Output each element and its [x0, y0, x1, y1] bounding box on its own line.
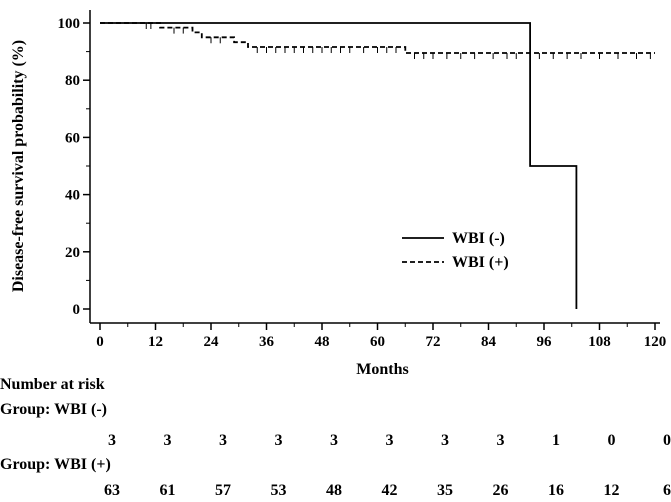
- risk-count: 0: [607, 432, 616, 449]
- x-tick-label: 108: [588, 334, 611, 350]
- y-tick-label: 100: [58, 16, 81, 32]
- risk-group-label-wbi-plus: Group: WBI (+): [0, 456, 111, 473]
- risk-count: 48: [326, 482, 342, 499]
- risk-count: 3: [163, 432, 172, 449]
- survival-chart: 0 20 40 60 80 100 0 12 24 36 48 60 72 84 96 108 120 Month…: [10, 10, 667, 378]
- risk-count: 57: [215, 482, 231, 499]
- x-tick-label: 48: [315, 334, 330, 350]
- risk-count: 35: [437, 482, 453, 499]
- risk-count: 63: [104, 482, 120, 499]
- risk-count: 53: [270, 482, 287, 499]
- risk-count: 6: [663, 482, 671, 499]
- x-tick-label: 36: [259, 334, 275, 350]
- risk-count: 0: [663, 432, 671, 449]
- risk-count: 1: [552, 432, 560, 449]
- y-tick-label: 20: [65, 245, 80, 261]
- risk-group-label-wbi-minus: Group: WBI (-): [0, 401, 107, 418]
- x-tick-label: 12: [148, 334, 163, 350]
- series-line-0: [100, 22, 578, 309]
- y-tick-label: 40: [65, 188, 80, 204]
- y-tick-label: 80: [65, 73, 80, 89]
- risk-count: 3: [385, 432, 394, 449]
- legend-label-1: WBI (+): [452, 254, 509, 271]
- x-tick-label: 0: [96, 334, 104, 350]
- x-tick-label: 60: [370, 334, 385, 350]
- risk-count: 3: [108, 432, 116, 449]
- x-tick-label: 24: [204, 334, 220, 350]
- risk-count: 3: [441, 432, 449, 449]
- x-tick-label: 96: [537, 334, 553, 350]
- risk-count: 3: [496, 432, 505, 449]
- risk-row-wbi-plus: 63 61 57 53 48 42 35 26 16 12 6: [0, 482, 671, 502]
- risk-count: 61: [159, 482, 176, 499]
- y-tick-label: 60: [65, 130, 80, 146]
- x-axis-label: Months: [356, 361, 408, 378]
- x-tick-label: 72: [426, 334, 441, 350]
- risk-count: 16: [548, 482, 564, 499]
- legend-label-0: WBI (-): [452, 230, 505, 247]
- risk-count: 12: [603, 482, 620, 499]
- x-tick-label: 120: [644, 334, 667, 350]
- risk-count: 3: [330, 432, 338, 449]
- series-line-1: [100, 22, 655, 54]
- risk-count: 3: [274, 432, 283, 449]
- risk-table-title: Number at risk: [0, 376, 105, 393]
- risk-row-wbi-minus: 3 3 3 3 3 3 3 3 1 0 0: [0, 432, 671, 452]
- risk-count: 42: [381, 482, 398, 499]
- y-tick-label: 0: [73, 302, 81, 318]
- y-axis-label: Disease-free survival probability (%): [10, 40, 27, 292]
- x-tick-label: 84: [481, 334, 497, 350]
- risk-count: 26: [492, 482, 509, 499]
- risk-count: 3: [219, 432, 227, 449]
